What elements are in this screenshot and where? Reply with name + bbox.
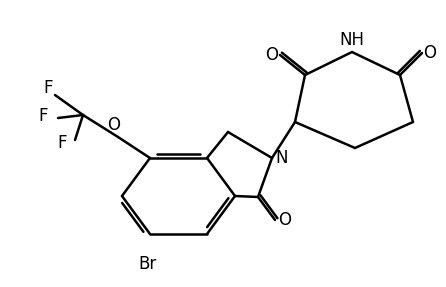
Text: O: O	[265, 46, 278, 64]
Text: O: O	[278, 211, 292, 229]
Text: N: N	[276, 149, 288, 167]
Text: O: O	[107, 116, 120, 134]
Text: NH: NH	[339, 31, 364, 49]
Text: F: F	[38, 107, 48, 125]
Text: F: F	[57, 134, 67, 152]
Text: O: O	[424, 44, 437, 62]
Text: Br: Br	[139, 255, 157, 273]
Text: F: F	[43, 79, 53, 97]
